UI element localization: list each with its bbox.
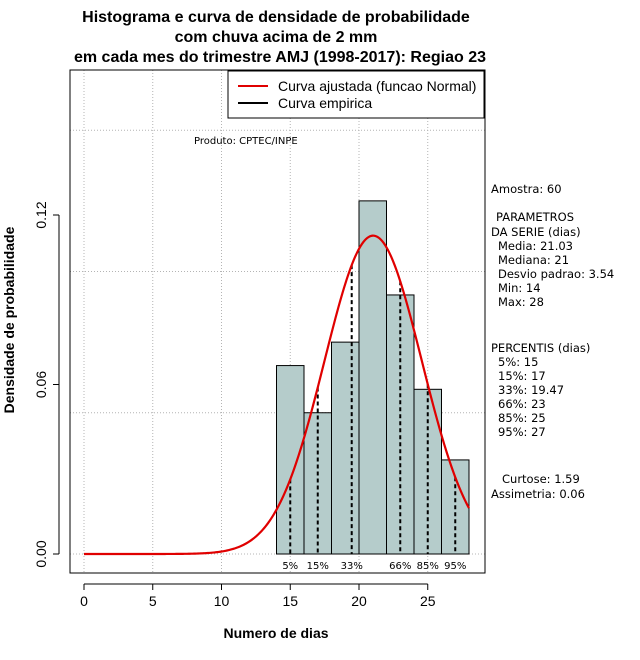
stat-p66: 66%: 23 <box>498 397 546 411</box>
plot-frame <box>69 69 486 574</box>
legend: Curva ajustada (funcao Normal)Curva empi… <box>227 70 485 119</box>
title-line-1: Histograma e curva de densidade de proba… <box>82 9 470 26</box>
title-line-2: com chuva acima de 2 mm <box>175 29 378 46</box>
percentile-label: 33% <box>341 561 363 572</box>
stat-p5: 5%: 15 <box>498 355 538 369</box>
stat-param-header-1: PARAMETROS <box>496 210 574 224</box>
histogram-bar <box>331 341 360 555</box>
stat-assimetria: Assimetria: 0.06 <box>491 487 585 501</box>
percentile-lines: 5% 15% 33% 66% 85% 95% <box>282 265 466 572</box>
stats-panel: Amostra: 60 PARAMETROS DA SERIE (dias) M… <box>491 182 614 501</box>
histogram-bar <box>276 365 305 555</box>
x-axis-label: Numero de dias <box>223 625 328 641</box>
percentile-label: 85% <box>417 561 439 572</box>
fitted-normal-curve <box>84 234 470 556</box>
x-tick-label: 0 <box>80 593 88 609</box>
legend-label-fitted: Curva ajustada (funcao Normal) <box>278 78 476 94</box>
stat-desvio: Desvio padrao: 3.54 <box>498 267 614 281</box>
stat-max: Max: 28 <box>498 295 544 309</box>
percentile-label: 66% <box>389 561 411 572</box>
product-label: Produto: CPTEC/INPE <box>194 136 298 147</box>
y-axis-label: Densidade de probabilidade <box>1 226 17 413</box>
stat-p85: 85%: 25 <box>498 411 546 425</box>
percentile-label: 95% <box>444 561 466 572</box>
stat-media: Media: 21.03 <box>498 239 573 253</box>
y-tick-label: 0.12 <box>33 201 49 228</box>
stat-mediana: Mediana: 21 <box>498 253 569 267</box>
fitted-curve-group <box>84 234 470 556</box>
histogram-bar <box>358 200 387 555</box>
x-tick-label: 15 <box>282 593 298 609</box>
histogram-bars <box>276 200 470 555</box>
x-tick-label: 5 <box>149 593 157 609</box>
title-line-3: em cada mes do trimestre AMJ (1998-2017)… <box>74 49 486 66</box>
percentile-label: 5% <box>282 561 298 572</box>
chart-title: Histograma e curva de densidade de proba… <box>74 9 486 66</box>
legend-label-empirical: Curva empirica <box>278 95 372 111</box>
stat-p33: 33%: 19.47 <box>498 383 564 397</box>
x-tick-label: 20 <box>351 593 367 609</box>
stat-param-header-2: DA SERIE (dias) <box>491 225 581 239</box>
stat-perc-header: PERCENTIS (dias) <box>491 341 590 355</box>
percentile-label: 15% <box>307 561 329 572</box>
histogram-bar <box>303 412 332 555</box>
stat-min: Min: 14 <box>498 281 541 295</box>
stat-p15: 15%: 17 <box>498 369 546 383</box>
stat-amostra: Amostra: 60 <box>491 182 562 196</box>
x-tick-label: 10 <box>214 593 230 609</box>
legend-box <box>227 70 485 119</box>
y-tick-label: 0.00 <box>33 540 49 567</box>
y-tick-label: 0.06 <box>33 371 49 398</box>
x-tick-label: 25 <box>420 593 436 609</box>
stat-curtose: Curtose: 1.59 <box>502 472 580 486</box>
axes: 0 5 10 15 20 25 0.00 0.06 0.12 <box>33 201 436 609</box>
stat-p95: 95%: 27 <box>498 425 546 439</box>
